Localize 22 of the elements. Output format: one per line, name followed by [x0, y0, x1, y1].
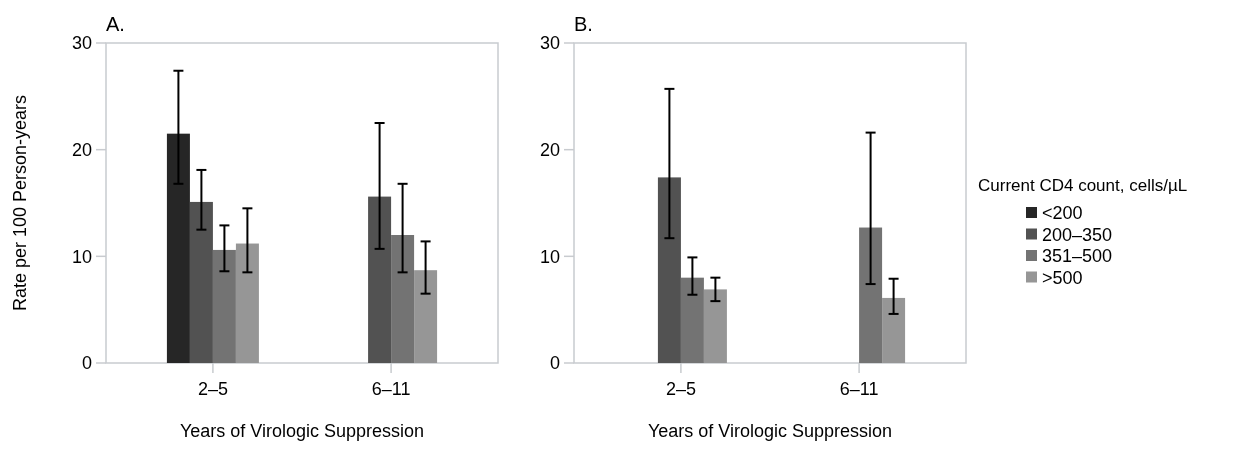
y-tick-label: 0: [549, 353, 560, 374]
x-axis-title: Years of Virologic Suppression: [647, 421, 893, 441]
x-axis-title: Years of Virologic Suppression: [179, 421, 425, 441]
y-tick-label: 10: [71, 246, 92, 267]
x-tick-label: 6–11: [371, 379, 411, 399]
chart-title: A.: [106, 13, 125, 35]
y-tick-label: 0: [81, 353, 92, 374]
legend-label: 200–350: [1042, 224, 1113, 245]
x-tick-label: 2–5: [197, 379, 228, 399]
y-tick-label: 30: [71, 33, 92, 54]
legend-label: <200: [1042, 203, 1083, 224]
y-tick-label: 30: [539, 33, 560, 54]
x-tick-label: 2–5: [665, 379, 696, 399]
y-tick-label: 10: [539, 246, 560, 267]
chart-title: B.: [574, 13, 593, 35]
x-tick-label: 6–11: [839, 379, 879, 399]
y-axis-title: Rate per 100 Person-years: [10, 94, 30, 312]
y-tick-label: 20: [71, 139, 92, 160]
legend-label: 351–500: [1042, 246, 1113, 267]
legend-label: >500: [1042, 267, 1083, 288]
y-tick-label: 20: [539, 139, 560, 160]
legend-title: Current CD4 count, cells/µL: [978, 176, 1188, 195]
